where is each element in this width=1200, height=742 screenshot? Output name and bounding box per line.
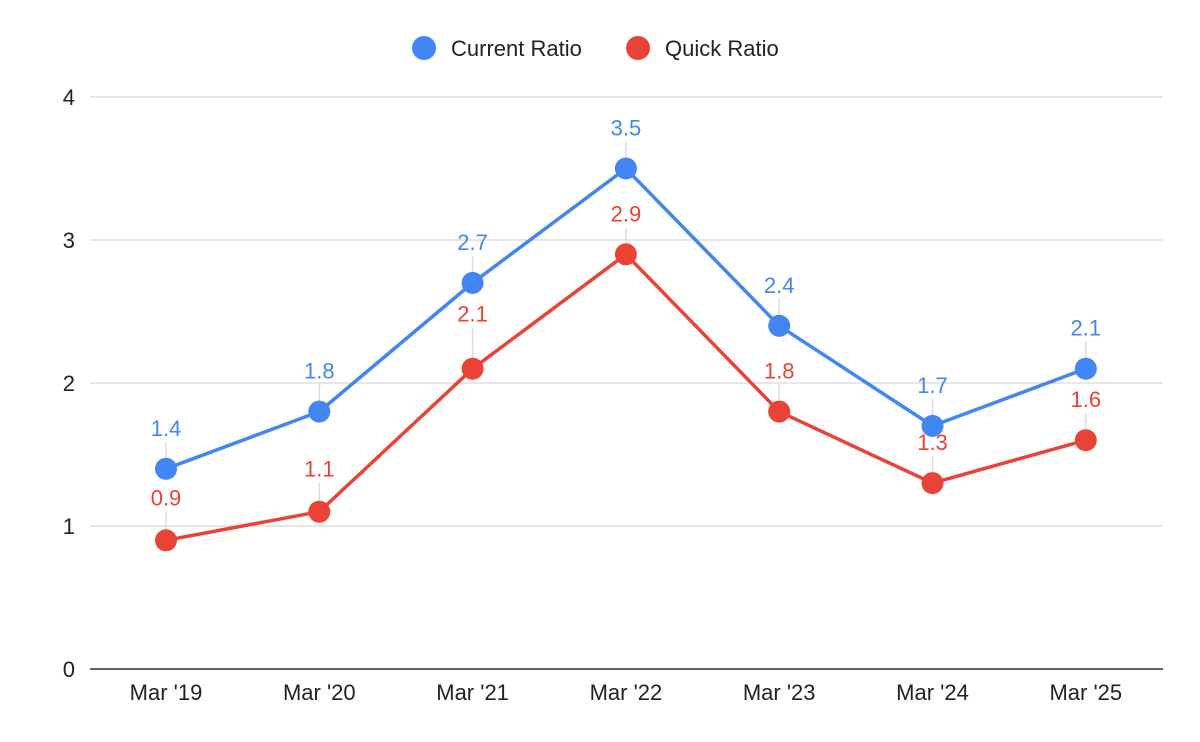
data-point[interactable] — [1074, 357, 1097, 380]
series-points — [155, 157, 1097, 552]
data-label: 2.1 — [457, 302, 488, 327]
data-label: 2.7 — [457, 230, 488, 255]
data-point[interactable] — [921, 414, 944, 437]
data-label: 2.1 — [1071, 316, 1102, 341]
data-point[interactable] — [768, 314, 791, 337]
data-label: 1.4 — [151, 416, 182, 441]
data-label: 1.7 — [917, 373, 948, 398]
legend-label-0: Current Ratio — [451, 36, 582, 61]
data-label: 1.3 — [917, 430, 948, 455]
data-point[interactable] — [461, 357, 484, 380]
x-tick-label: Mar '25 — [1049, 680, 1122, 705]
data-point[interactable] — [614, 157, 637, 180]
data-point[interactable] — [921, 472, 944, 495]
data-label: 2.4 — [764, 273, 795, 298]
x-tick-label: Mar '23 — [743, 680, 816, 705]
data-label: 1.1 — [304, 457, 335, 482]
x-tick-label: Mar '24 — [896, 680, 969, 705]
data-label: 1.8 — [764, 359, 795, 384]
data-label: 1.6 — [1071, 387, 1102, 412]
data-point[interactable] — [614, 243, 637, 266]
series-line-1 — [164, 252, 1088, 543]
legend-marker-1 — [626, 36, 650, 60]
axes: 0 1 2 3 4 Mar '19 Mar '20 Mar '21 Mar '22 Mar '23… — [63, 85, 1163, 705]
data-point[interactable] — [308, 500, 331, 523]
data-point[interactable] — [155, 529, 177, 552]
y-tick-label: 0 — [63, 657, 75, 682]
y-tick-label: 4 — [63, 85, 75, 110]
y-tick-label: 2 — [63, 371, 75, 396]
x-tick-label: Mar '22 — [590, 680, 663, 705]
data-point[interactable] — [768, 400, 791, 423]
data-labels: 1.4 1.8 2.7 3.5 2.4 1.7 2.1 0.9 1.1 2.1 2.9 1.8 1.3 1… — [151, 116, 1101, 511]
data-point[interactable] — [308, 400, 331, 423]
data-point[interactable] — [155, 457, 177, 480]
data-label: 0.9 — [151, 485, 182, 510]
legend: Current Ratio Quick Ratio — [412, 36, 779, 61]
x-tick-label: Mar '20 — [283, 680, 356, 705]
data-point[interactable] — [461, 271, 484, 294]
data-point[interactable] — [1074, 429, 1097, 452]
legend-label-1: Quick Ratio — [665, 36, 779, 61]
y-tick-label: 3 — [63, 228, 75, 253]
data-label-leaders — [165, 141, 1087, 531]
data-label: 1.8 — [304, 359, 335, 384]
y-tick-label: 1 — [63, 514, 75, 539]
legend-marker-0 — [412, 36, 436, 60]
x-tick-label: Mar '21 — [436, 680, 509, 705]
data-label: 2.9 — [611, 201, 642, 226]
x-tick-label: Mar '19 — [130, 680, 203, 705]
data-label: 3.5 — [611, 116, 642, 141]
